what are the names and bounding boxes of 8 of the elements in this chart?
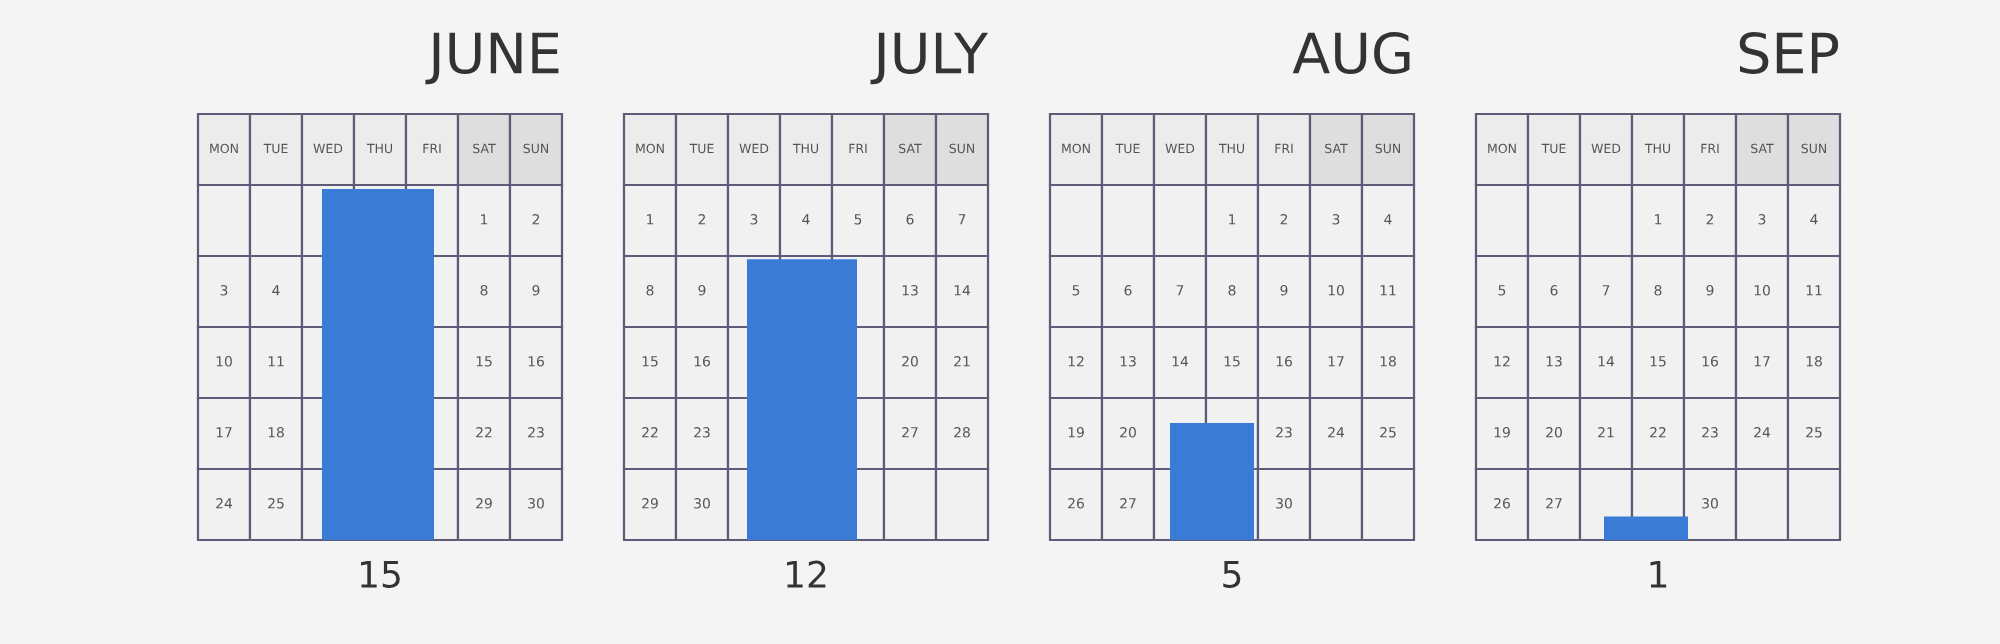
data-label: 5: [1223, 561, 1241, 588]
x-tick-label: JULY: [870, 32, 989, 85]
x-tick-label: AUG: [1292, 31, 1410, 74]
x-tick-label: JUNE: [425, 32, 559, 85]
data-label: 12: [786, 560, 826, 588]
x-tick-label: SEP: [1739, 31, 1839, 74]
data-label: 15: [360, 561, 400, 588]
data-label: 1: [1650, 561, 1667, 588]
